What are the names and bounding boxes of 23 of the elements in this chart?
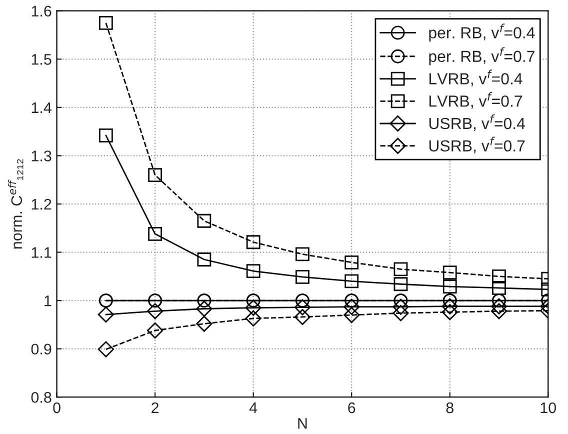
y-tick-label: 1.5 (32, 54, 52, 65)
legend-label: USRB, v$^{f}$=0.4 (429, 114, 525, 132)
legend-label: LVRB, v$^{f}$=0.7 (429, 92, 522, 109)
y-tick-label: 1.2 (32, 198, 52, 210)
y-tick-label: 1.4 (32, 102, 52, 113)
legend-label: per. RB, v$^{f}$=0.4 (429, 24, 535, 42)
legend-label: per. RB, v$^{f}$=0.7 (429, 47, 534, 66)
legend-label: LVRB, v$^{f}$=0.4 (429, 70, 522, 86)
y-tick-label: 0.8 (31, 392, 52, 403)
y-tick-label: 1.1 (32, 247, 52, 258)
x-tick-label: 10 (540, 402, 556, 414)
x-axis-title: N (298, 418, 307, 429)
y-tick-label: 1.6 (32, 6, 52, 17)
y-tick-label: 1 (44, 296, 52, 306)
x-tick-label: 2 (152, 402, 159, 414)
y-axis-title: norm. C$^{eff}$₁₂₁₂ (8, 159, 24, 249)
x-tick-label: 4 (249, 402, 258, 414)
x-tick-label: 6 (348, 402, 356, 414)
legend-label: USRB, v$^{f}$=0.7 (429, 136, 525, 154)
y-tick-label: 1.3 (32, 150, 52, 162)
y-tick-label: 0.9 (31, 344, 52, 355)
x-tick-label: 0 (53, 402, 60, 414)
x-tick-label: 8 (446, 402, 454, 414)
